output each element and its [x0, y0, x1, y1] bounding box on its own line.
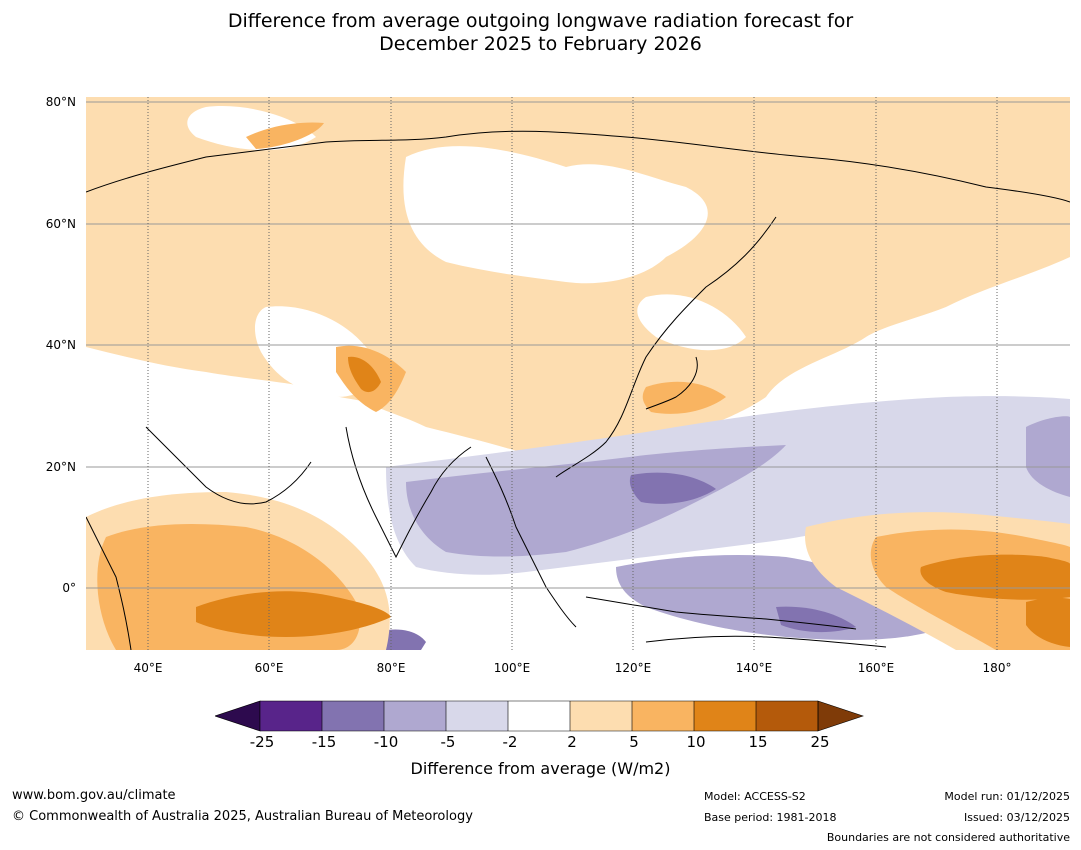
coastline-australia-north	[645, 635, 887, 648]
lat-label-0: 0°	[62, 581, 76, 595]
coastline-africa-east	[86, 516, 132, 650]
colorbar-tick: -15	[311, 733, 337, 751]
colorbar-swatch-m10-m5	[384, 701, 446, 731]
anomaly-field-pacific-lightpurple	[1026, 416, 1070, 497]
anomaly-field-japan-orange	[642, 381, 726, 414]
colorbar-dividers	[259, 700, 819, 732]
anomaly-field-png-purple	[776, 606, 856, 633]
anomaly-field-north-neutral-patch-2	[637, 294, 746, 351]
anomaly-field-tropical-lightpurple-band	[406, 445, 786, 557]
map-gridlines	[86, 97, 1070, 650]
anomaly-field-pacific-dark-orange-2	[1026, 597, 1070, 647]
coastline-arabia	[145, 426, 312, 505]
coastline-india	[345, 426, 472, 559]
boundary-disclaimer: Boundaries are not considered authoritat…	[826, 831, 1070, 844]
colorbar-tick: 5	[629, 733, 639, 751]
coastline-eurasia-north	[86, 130, 1070, 203]
coastline-southeast-asia	[485, 456, 577, 628]
anomaly-field-north-neutral-patch	[403, 146, 708, 284]
lat-label-20n: 20°N	[45, 460, 76, 474]
colorbar-tick: -2	[502, 733, 518, 751]
map-panel	[86, 97, 1070, 650]
colorbar-swatch-p5-p10	[632, 701, 694, 731]
lon-label-40e: 40°E	[133, 661, 163, 675]
lon-label-160e: 160°E	[857, 661, 895, 675]
coastlines	[86, 130, 1070, 650]
coastline-east-asia	[555, 216, 777, 478]
lat-label-80n: 80°N	[45, 95, 76, 109]
colorbar-swatch-m2-p2	[508, 701, 570, 731]
colorbar-tick: 10	[686, 733, 706, 751]
colorbar-arrow-max	[817, 700, 864, 732]
lat-label-40n: 40°N	[45, 338, 76, 352]
colorbar-swatch-m5-m2	[446, 701, 508, 731]
lon-label-120e: 120°E	[614, 661, 652, 675]
coastline-japan	[645, 356, 698, 410]
model-run-date: Model run: 01/12/2025	[944, 790, 1070, 803]
lon-label-100e: 100°E	[493, 661, 531, 675]
model-name: Model: ACCESS-S2	[704, 790, 806, 803]
lon-label-80e: 80°E	[376, 661, 406, 675]
lon-label-140e: 140°E	[735, 661, 773, 675]
base-period: Base period: 1981-2018	[704, 811, 837, 824]
chart-title: Difference from average outgoing longwav…	[0, 10, 1081, 56]
colorbar-swatch-p2-p5	[570, 701, 632, 731]
colorbar-swatch-m15-m10	[322, 701, 384, 731]
colorbar-swatch-m25-m15	[260, 701, 322, 731]
colorbar-arrow-min	[215, 700, 261, 732]
colorbar-tick: -5	[440, 733, 456, 751]
issued-date: Issued: 03/12/2025	[963, 811, 1070, 824]
lat-label-60n: 60°N	[45, 217, 76, 231]
copyright-text: © Commonwealth of Australia 2025, Austra…	[12, 809, 473, 824]
anomaly-field-indian-ocean-dark-orange	[196, 591, 391, 637]
colorbar-tick: 2	[567, 733, 577, 751]
anomaly-field-north-orange-patch	[246, 122, 324, 149]
coastline-maritime-continent	[585, 596, 857, 630]
colorbar-tick: 15	[748, 733, 768, 751]
colorbar-swatch-p15-p25	[756, 701, 818, 731]
colorbar-swatch-p10-p15	[694, 701, 756, 731]
lon-label-60e: 60°E	[254, 661, 284, 675]
chart-title-line2: December 2025 to February 2026	[379, 33, 702, 55]
anomaly-field-philippines-purple	[629, 472, 716, 504]
website-link[interactable]: www.bom.gov.au/climate	[12, 788, 176, 803]
colorbar	[215, 700, 864, 732]
anomaly-field-maritime-lightpurple	[616, 555, 946, 640]
chart-title-line1: Difference from average outgoing longwav…	[227, 10, 854, 32]
colorbar-tick: -10	[373, 733, 399, 751]
colorbar-tick: 25	[810, 733, 830, 751]
anomaly-field-tibet-dark-orange	[348, 356, 381, 393]
colorbar-tick: -25	[249, 733, 275, 751]
lon-label-180: 180°	[982, 661, 1012, 675]
colorbar-label: Difference from average (W/m2)	[410, 759, 671, 778]
map-canvas	[86, 97, 1070, 650]
